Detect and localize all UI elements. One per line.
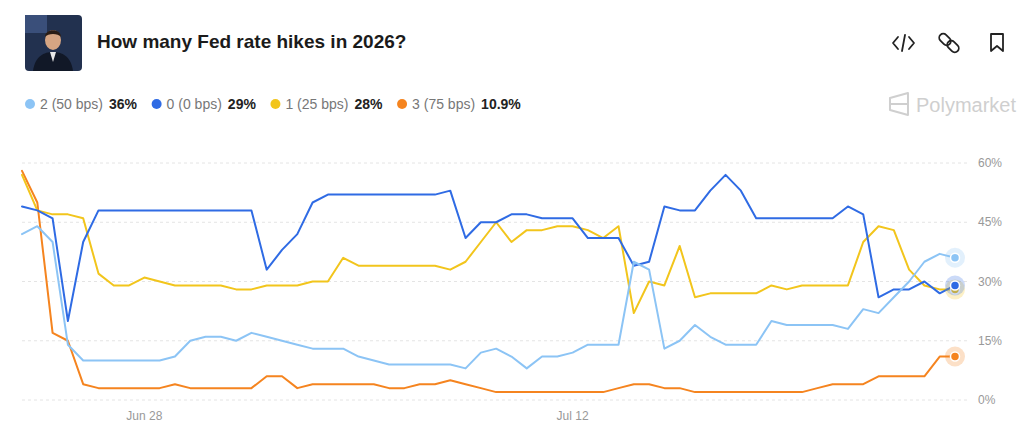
y-axis: 0% 15% 30% 45% 60% <box>22 156 1002 407</box>
legend: 2 (50 bps) 36% 0 (0 bps) 29% 1 (25 bps) 28% 3 … <box>25 96 521 112</box>
series-line <box>22 226 955 368</box>
x-axis: Jun 28 Jul 12 <box>126 409 589 423</box>
y-tick-label: 45% <box>978 215 1002 229</box>
legend-swatch <box>270 99 280 109</box>
chart: How many Fed rate hikes in 2026? 2 (50 bp… <box>0 0 1024 447</box>
grid-line <box>22 163 968 164</box>
bookmark-icon-path <box>991 34 1003 51</box>
series-line <box>22 171 955 392</box>
legend-label: 2 (50 bps) <box>40 96 103 112</box>
legend-swatch <box>25 99 35 109</box>
link-icon[interactable] <box>938 32 961 54</box>
end-halo <box>945 347 965 367</box>
series-line <box>22 175 955 321</box>
y-tick-label: 60% <box>978 156 1002 170</box>
y-tick-label: 0% <box>978 393 996 407</box>
embed-icon-path <box>893 35 914 51</box>
legend-value: 29% <box>228 96 257 112</box>
end-halo <box>945 248 965 268</box>
legend-value: 36% <box>109 96 138 112</box>
avatar <box>25 15 82 71</box>
avatar-hair <box>45 30 61 37</box>
end-dot <box>951 253 960 262</box>
avatar-bg <box>25 15 82 71</box>
y-tick-label: 30% <box>978 275 1002 289</box>
bookmark-icon[interactable] <box>991 34 1003 51</box>
legend-swatch <box>397 99 407 109</box>
title: How many Fed rate hikes in 2026? <box>97 31 406 52</box>
legend-value: 10.9% <box>481 96 521 112</box>
avatar-shirt <box>50 52 56 62</box>
watermark: Polymarket <box>916 94 1016 116</box>
embed-icon[interactable] <box>893 35 914 51</box>
legend-label: 3 (75 bps) <box>412 96 475 112</box>
series-line <box>22 175 955 313</box>
end-dot <box>951 352 960 361</box>
watermark-logo <box>890 93 908 115</box>
grid-line <box>22 340 968 341</box>
legend-label: 1 (25 bps) <box>285 96 348 112</box>
legend-swatch <box>152 99 162 109</box>
link-icon-a <box>938 32 953 47</box>
x-tick-label: Jun 28 <box>126 409 162 423</box>
x-tick-label: Jul 12 <box>557 409 589 423</box>
plot-area <box>22 171 965 392</box>
end-halo <box>945 275 965 295</box>
legend-value: 28% <box>354 96 383 112</box>
end-dot <box>951 281 960 290</box>
grid-line <box>22 400 968 401</box>
legend-label: 0 (0 bps) <box>167 96 222 112</box>
y-tick-label: 15% <box>978 334 1002 348</box>
avatar-suit <box>33 52 73 71</box>
avatar-face <box>45 30 61 50</box>
link-icon-b <box>946 39 961 54</box>
avatar-flag <box>25 15 47 33</box>
